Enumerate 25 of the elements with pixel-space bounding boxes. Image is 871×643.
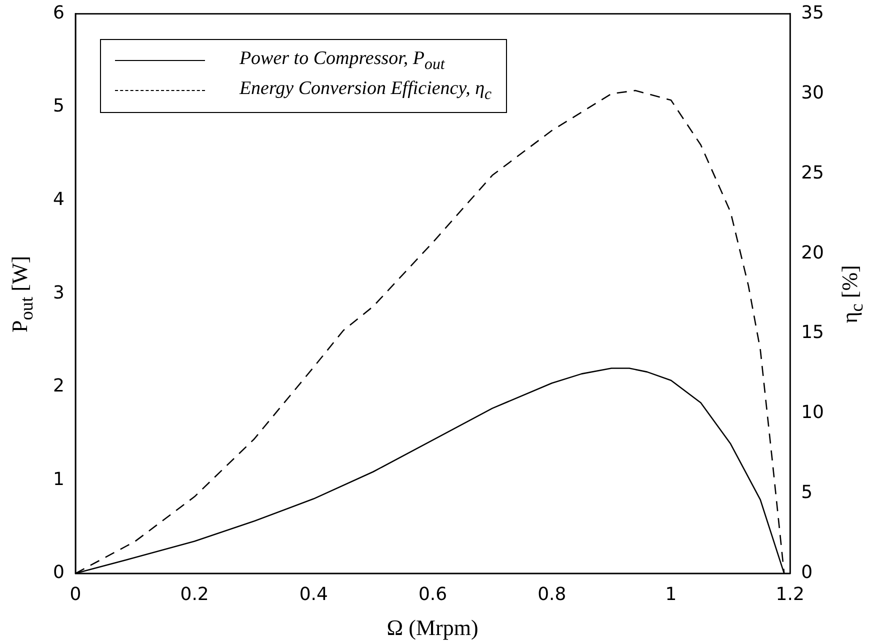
x-tick-label: 0.6	[418, 584, 448, 605]
legend-label: Power to Compressor, P$_{out}$	[239, 48, 445, 74]
legend-label: Energy Conversion Efficiency, η$_{c}$	[239, 78, 492, 104]
x-tick-label: 0.2	[180, 584, 209, 605]
x-tick-label: 0.8	[538, 584, 566, 605]
y2-tick-label: 25	[801, 162, 824, 184]
y-tick-label: 5	[53, 96, 64, 117]
y2-tick-label: 0	[801, 562, 813, 584]
y-tick-label: 0	[53, 562, 64, 584]
x-tick-label: 0	[70, 584, 82, 605]
x-tick-label: 1.2	[776, 584, 804, 605]
y-tick-label: 2	[53, 376, 64, 397]
y2-tick-label: 5	[801, 482, 813, 504]
y-tick-label: 1	[53, 468, 64, 490]
y2-tick-label: 30	[801, 82, 824, 104]
x-tick-label: 0.4	[299, 584, 328, 605]
y2-tick-label: 20	[801, 242, 824, 264]
x-tick-label: 1	[665, 584, 677, 605]
y2-tick-label: 15	[801, 322, 824, 344]
y-tick-label: 6	[53, 2, 64, 24]
y2-tick-label: 35	[801, 2, 824, 24]
y2-tick-label: 10	[801, 402, 824, 424]
x-axis-title: Ω (Mrpm)	[386, 615, 478, 641]
y-tick-label: 4	[53, 189, 64, 210]
y-tick-label: 3	[53, 282, 64, 304]
